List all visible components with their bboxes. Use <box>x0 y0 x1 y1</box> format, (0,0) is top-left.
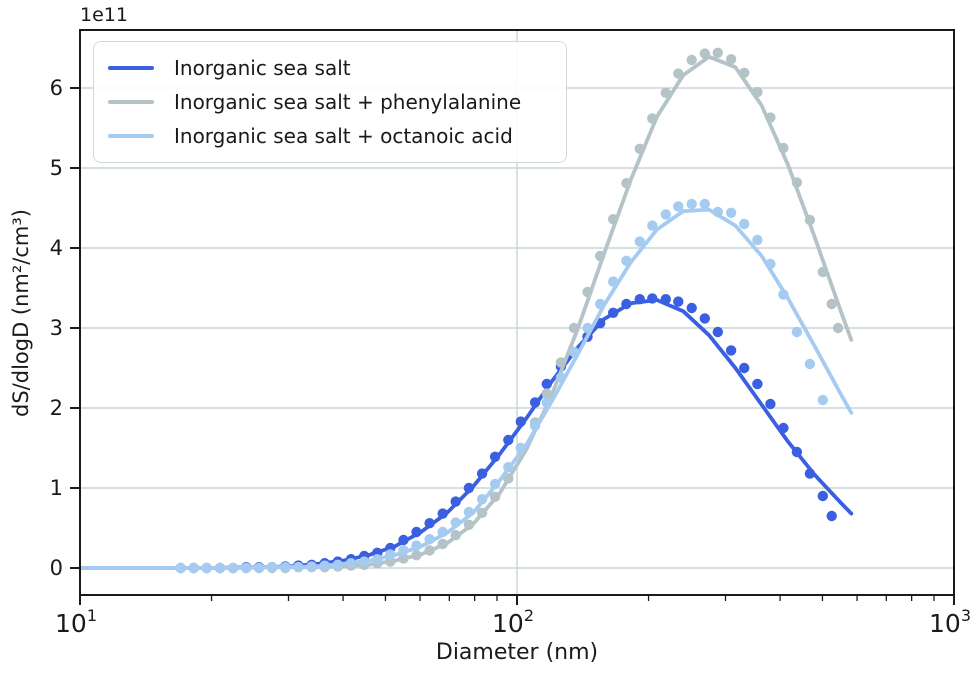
y-tick-label: 3 <box>50 316 63 340</box>
series-2-data-point <box>817 394 828 406</box>
legend-label: Inorganic sea salt + phenylalanine <box>174 90 522 114</box>
series-0-data-point <box>699 313 710 324</box>
x-axis-title: Diameter (nm) <box>435 640 599 665</box>
y-tick-label: 2 <box>50 396 63 420</box>
y-axis-offset-label: 1e11 <box>80 4 128 26</box>
series-2-data-point <box>647 220 658 231</box>
x-tick-label: 101 <box>55 606 97 638</box>
legend-label: Inorganic sea salt + octanoic acid <box>174 124 513 148</box>
legend-label: Inorganic sea salt <box>174 56 351 80</box>
series-2-data-point <box>725 207 737 218</box>
series-1-data-point <box>725 54 737 65</box>
y-tick-label: 6 <box>50 76 63 100</box>
series-0-data-point <box>725 345 737 356</box>
legend-swatch-gray-line <box>108 100 154 104</box>
series-0-data-point <box>712 326 723 338</box>
legend: Inorganic sea salt Inorganic sea salt + … <box>93 41 567 163</box>
x-tick-label: 103 <box>929 606 971 638</box>
y-tick-label: 5 <box>50 156 63 180</box>
series-1-data-point <box>826 298 837 310</box>
series-0-data-point <box>817 490 828 502</box>
series-2-data-point <box>660 209 671 220</box>
y-tick-label: 0 <box>50 556 63 580</box>
y-axis-title: dS/dlogD (nm²/cm³) <box>9 209 33 417</box>
series-2-data-point <box>791 326 803 338</box>
series-1-data-point <box>686 54 697 66</box>
series-2-data-point <box>699 198 710 210</box>
series-2-data-point <box>739 218 750 230</box>
series-0-data-point <box>673 296 684 307</box>
y-tick-label: 1 <box>50 476 63 500</box>
legend-item-inorganic-sea-salt: Inorganic sea salt <box>108 56 566 80</box>
series-1-data-point <box>832 322 844 334</box>
series-1-data-point <box>712 47 723 58</box>
series-0-data-point <box>686 302 697 314</box>
series-2-fit-line <box>78 207 854 570</box>
series-0-data-point <box>752 378 763 390</box>
series-2-data-point <box>673 201 684 212</box>
series-2-data-point <box>686 198 697 210</box>
x-tick-label: 102 <box>492 606 534 638</box>
series-0-data-point <box>739 362 750 374</box>
series-2-data-point <box>804 358 816 370</box>
legend-item-octanoic-acid: Inorganic sea salt + octanoic acid <box>108 124 566 148</box>
legend-swatch-lightblue-line <box>108 134 154 138</box>
series-2-data-point <box>634 236 645 247</box>
series-0-data-point <box>765 398 776 410</box>
series-2-data-point <box>752 234 763 246</box>
legend-item-phenylalanine: Inorganic sea salt + phenylalanine <box>108 90 566 114</box>
series-0-data-point <box>826 510 837 522</box>
y-tick-label: 4 <box>50 236 63 260</box>
legend-swatch-blue-line <box>108 66 154 70</box>
